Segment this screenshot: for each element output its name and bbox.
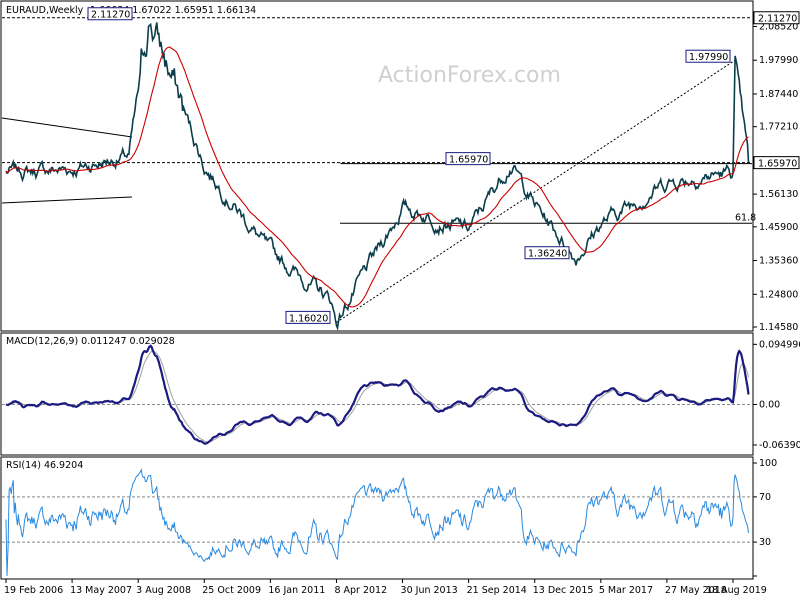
price-label-box [524, 246, 570, 260]
x-tick-label: 3 Aug 2008 [136, 585, 191, 596]
price-label-box [685, 49, 731, 63]
price-label: 1.65970 [449, 155, 488, 166]
price-label: 2.11270 [91, 10, 130, 21]
x-tick-label: 8 Apr 2012 [334, 585, 387, 596]
x-tick-label: 13 May 2007 [70, 585, 132, 596]
price-label-box [285, 310, 331, 324]
y-tick-label: 1.77210 [759, 122, 798, 133]
ohlc-readout: 1.66634 1.67022 1.65951 1.66134 [90, 5, 256, 16]
x-axis: 19 Feb 2006 13 May 2007 3 Aug 2008 25 Oct 2… [4, 579, 767, 596]
chart-header: EURAUD,Weekly 1.66634 1.67022 1.65951 1.… [6, 5, 256, 16]
y-tick-label: 2.08520 [759, 22, 798, 33]
macd-line [5, 344, 750, 445]
y-tick-label: 1.97990 [759, 55, 798, 66]
main-series [5, 22, 750, 331]
triangle-lower-line [1, 196, 133, 204]
macd-series [2, 344, 752, 445]
price-label: 1.36240 [528, 249, 567, 260]
triangle-upper-line [1, 117, 133, 138]
macd-panel-frame [0, 332, 754, 456]
trend-line [336, 59, 736, 323]
x-tick-label: 19 Feb 2006 [4, 585, 63, 596]
y-tick-label: 1.35360 [759, 256, 798, 267]
x-tick-label: 30 Jun 2013 [401, 585, 458, 596]
main-price-labels: 2.11270 1.97990 1.65970 1.36240 1.16020 [87, 7, 731, 324]
rsi-line [5, 468, 749, 577]
symbol-label: EURAUD,Weekly [6, 5, 84, 16]
x-tick-label: 16 Jan 2011 [268, 585, 325, 596]
y-tick-label: 1.45900 [759, 222, 798, 233]
y-tick-label: 1.24800 [759, 289, 798, 300]
current-price-label: 1.65970 [758, 159, 797, 170]
rsi-y-tick-label: 70 [759, 492, 771, 503]
rsi-series [2, 468, 752, 577]
main-panel-frame [0, 0, 754, 332]
macd-title: MACD(12,26,9) 0.011247 0.029028 [6, 336, 175, 347]
macd-y-tick-label: 0.00 [759, 400, 780, 411]
x-tick-label: 21 Sep 2014 [467, 585, 527, 596]
x-tick-label: 18 Aug 2019 [706, 585, 767, 596]
price-label: 1.16020 [289, 313, 328, 324]
price-label-box [87, 7, 133, 21]
rsi-y-tick-label: 100 [759, 458, 777, 469]
x-tick-label: 13 Dec 2015 [533, 585, 594, 596]
high-level-label: 2.11270 [758, 14, 797, 25]
rsi-panel-frame [0, 456, 754, 580]
x-tick-label: 5 Mar 2017 [599, 585, 653, 596]
high-level-box [753, 11, 800, 25]
y-tick-label: 1.14580 [759, 322, 798, 333]
x-tick-label: 27 May 2018 [665, 585, 727, 596]
price-label-box [445, 152, 491, 166]
current-price-box [753, 156, 800, 170]
fib-label: 61.8 [735, 212, 756, 223]
y-tick-label: 1.56130 [759, 189, 798, 200]
macd-y-axis: 0.094996 0.00 -0.063907 [753, 339, 800, 451]
macd-y-tick-label: -0.063907 [759, 440, 800, 451]
price-line [5, 22, 750, 331]
rsi-y-axis: 100 70 30 [753, 458, 777, 577]
rsi-y-tick-label: 30 [759, 537, 771, 548]
y-tick-label: 1.87440 [759, 89, 798, 100]
watermark: ActionForex.com [378, 63, 561, 88]
x-tick-label: 25 Oct 2009 [202, 585, 261, 596]
moving-average-line [5, 46, 749, 308]
main-y-axis: 2.085201.979901.874401.772101.666801.561… [753, 11, 800, 333]
macd-y-tick-label: 0.094996 [759, 339, 800, 350]
price-label: 1.97990 [689, 52, 728, 63]
rsi-title: RSI(14) 46.9204 [6, 460, 83, 471]
